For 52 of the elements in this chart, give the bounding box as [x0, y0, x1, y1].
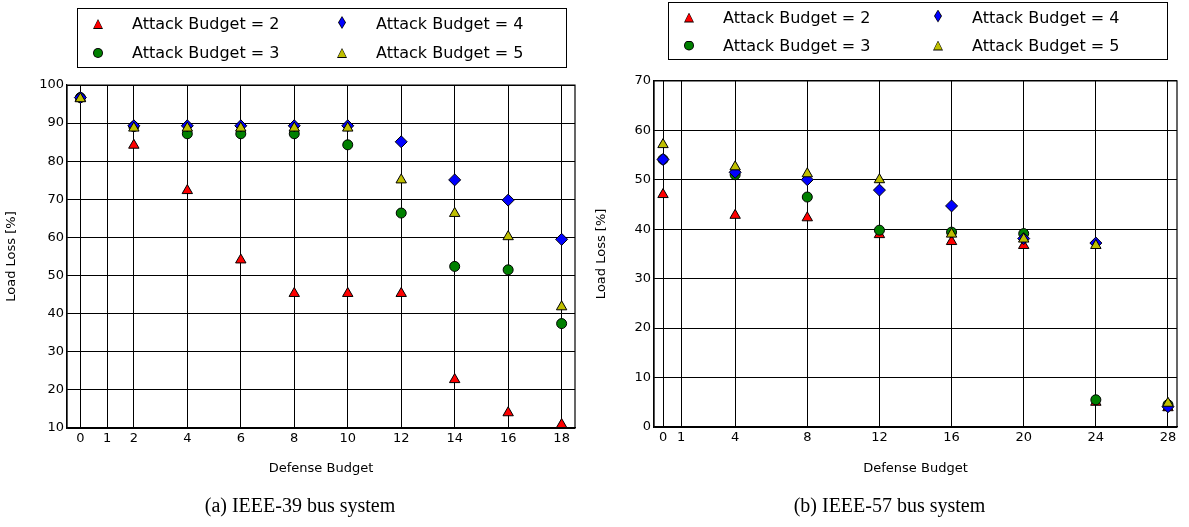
- y-tick-label: 70: [47, 190, 64, 206]
- x-tick-label: 8: [803, 429, 812, 445]
- legend-label: Attack Budget = 4: [972, 7, 1120, 27]
- x-axis-title: Defense Budget: [268, 459, 374, 475]
- y-tick-label: 20: [47, 381, 64, 397]
- x-tick-label: 0: [76, 430, 85, 446]
- y-tick-label: 60: [47, 228, 64, 244]
- y-tick-label: 100: [39, 76, 64, 92]
- legend-label: Attack Budget = 5: [376, 43, 524, 62]
- x-tick-label: 12: [392, 430, 410, 446]
- y-tick-label: 90: [47, 114, 64, 130]
- y-tick-label: 0: [642, 418, 651, 434]
- x-tick-label: 12: [871, 429, 888, 445]
- y-tick-label: 50: [47, 266, 64, 282]
- y-tick-label: 10: [634, 368, 651, 384]
- y-tick-label: 20: [634, 319, 651, 335]
- x-tick-label: 2: [129, 430, 138, 446]
- legend-label: Attack Budget = 5: [972, 35, 1120, 55]
- x-tick-label: 4: [183, 430, 192, 446]
- y-tick-label: 40: [47, 305, 64, 321]
- legend-label: Attack Budget = 4: [376, 14, 524, 33]
- x-tick-label: 24: [1087, 429, 1105, 445]
- y-tick-label: 80: [47, 152, 64, 168]
- legend-label: Attack Budget = 3: [132, 43, 280, 62]
- x-tick-label: 4: [731, 429, 740, 445]
- x-tick-label: 1: [676, 429, 686, 445]
- x-tick-label: 18: [553, 430, 570, 446]
- y-axis-title: Load Loss [%]: [3, 211, 19, 302]
- x-axis-title: Defense Budget: [863, 459, 968, 475]
- text: (a) IEEE-39 bus system: [203, 494, 397, 517]
- legend-label: Attack Budget = 2: [132, 14, 280, 33]
- x-tick-label: 1: [102, 430, 112, 446]
- x-tick-label: 10: [339, 430, 357, 446]
- text: (b) IEEE-57 bus system: [792, 494, 987, 517]
- y-tick-label: 30: [634, 270, 651, 285]
- y-tick-label: 70: [634, 72, 651, 88]
- x-tick-label: 14: [446, 430, 463, 446]
- y-tick-label: 60: [634, 121, 651, 137]
- y-tick-label: 50: [634, 171, 651, 187]
- x-tick-label: 16: [943, 429, 960, 445]
- x-tick-label: 8: [290, 430, 299, 446]
- y-tick-label: 40: [634, 220, 651, 236]
- x-tick-label: 20: [1015, 429, 1032, 445]
- y-axis-title: Load Loss [%]: [593, 208, 609, 300]
- legend-label: Attack Budget = 3: [723, 35, 871, 55]
- x-tick-label: 28: [1159, 429, 1177, 445]
- x-tick-label: 16: [499, 430, 517, 446]
- x-tick-label: 0: [658, 429, 668, 445]
- legend-label: Attack Budget = 2: [723, 7, 871, 27]
- y-tick-label: 30: [47, 343, 64, 359]
- x-tick-label: 6: [236, 430, 245, 446]
- y-tick-label: 10: [47, 419, 64, 435]
